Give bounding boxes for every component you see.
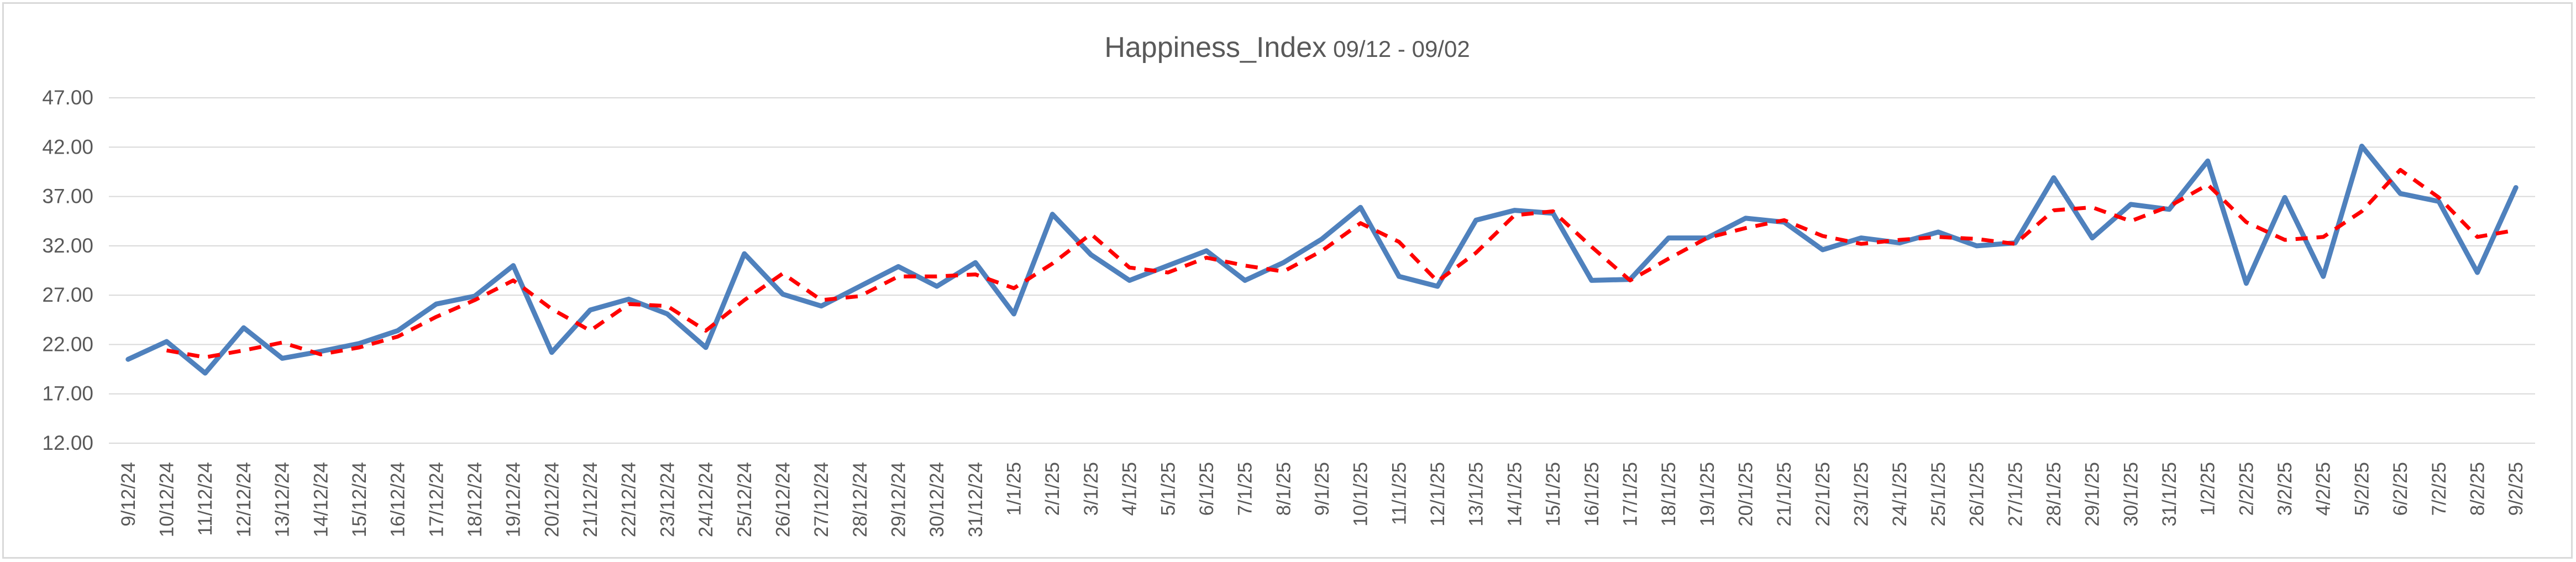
x-tick-label: 26/1/25 — [1966, 462, 1988, 527]
x-tick-label: 16/12/24 — [387, 462, 409, 537]
x-tick-label: 30/1/25 — [2120, 462, 2142, 527]
x-tick-label: 8/2/25 — [2467, 462, 2488, 516]
y-tick-label: 22.00 — [42, 333, 93, 355]
x-tick-label: 19/1/25 — [1697, 462, 1718, 527]
x-tick-label: 31/1/25 — [2159, 462, 2180, 527]
x-tick-label: 2/2/25 — [2236, 462, 2257, 516]
x-tick-label: 30/12/24 — [926, 462, 948, 537]
x-tick-label: 5/1/25 — [1157, 462, 1179, 516]
x-tick-label: 6/1/25 — [1196, 462, 1218, 516]
y-tick-label: 32.00 — [42, 234, 93, 257]
x-tick-label: 11/12/24 — [195, 462, 216, 536]
x-tick-label: 25/1/25 — [1928, 462, 1949, 527]
x-tick-label: 9/1/25 — [1311, 462, 1333, 516]
x-tick-label: 7/2/25 — [2428, 462, 2450, 516]
x-tick-label: 23/12/24 — [657, 462, 678, 537]
x-tick-label: 10/1/25 — [1350, 462, 1372, 527]
series-layer — [125, 144, 2519, 376]
x-tick-label: 27/1/25 — [2005, 462, 2026, 527]
y-tick-label: 42.00 — [42, 135, 93, 158]
x-tick-label: 2/1/25 — [1042, 462, 1063, 516]
series-line-1 — [125, 144, 2519, 376]
x-tick-label: 1/2/25 — [2197, 462, 2219, 516]
y-tick-label: 12.00 — [42, 432, 93, 454]
y-tick-label: 27.00 — [42, 283, 93, 306]
x-tick-label: 15/1/25 — [1543, 462, 1564, 527]
x-tick-label: 21/12/24 — [580, 462, 601, 537]
x-tick-label: 4/1/25 — [1119, 462, 1141, 516]
x-tick-label: 14/1/25 — [1504, 462, 1525, 527]
x-tick-label: 15/12/24 — [349, 462, 370, 537]
y-tick-label: 17.00 — [42, 382, 93, 405]
x-tick-label: 20/1/25 — [1735, 462, 1757, 527]
series-line-2 — [166, 167, 2516, 360]
x-tick-label: 25/12/24 — [734, 462, 756, 537]
x-tick-label: 10/12/24 — [156, 462, 178, 537]
x-tick-label: 8/1/25 — [1273, 462, 1294, 516]
x-tick-label: 18/1/25 — [1658, 462, 1680, 527]
x-tick-label: 3/1/25 — [1080, 462, 1102, 516]
x-tick-label: 22/1/25 — [1812, 462, 1834, 527]
x-tick-label: 12/12/24 — [233, 462, 255, 537]
x-tick-label: 29/12/24 — [888, 462, 909, 537]
y-axis-ticks: 12.00 17.00 22.00 27.00 32.00 37.00 42.00 47.00 — [42, 86, 93, 454]
x-tick-label: 24/1/25 — [1889, 462, 1911, 527]
x-tick-label: 20/12/24 — [541, 462, 563, 537]
x-tick-label: 3/2/25 — [2274, 462, 2296, 516]
x-tick-label: 7/1/25 — [1235, 462, 1256, 516]
line-chart: Happiness_Index 09/12 - 09/02 12.00 17.00 2… — [42, 31, 2535, 537]
x-tick-label: 17/12/24 — [426, 462, 447, 537]
x-tick-label: 14/12/24 — [310, 462, 332, 537]
x-tick-label: 19/12/24 — [503, 462, 524, 537]
x-tick-label: 27/12/24 — [811, 462, 832, 537]
x-tick-label: 11/1/25 — [1388, 462, 1410, 525]
x-tick-label: 26/12/24 — [772, 462, 794, 537]
x-tick-label: 29/1/25 — [2082, 462, 2103, 527]
x-tick-label: 6/2/25 — [2390, 462, 2411, 516]
x-tick-label: 1/1/25 — [1004, 462, 1025, 516]
y-tick-label: 47.00 — [42, 86, 93, 109]
x-tick-label: 21/1/25 — [1774, 462, 1795, 527]
chart-title: Happiness_Index 09/12 - 09/02 — [1104, 31, 1470, 64]
x-tick-label: 28/12/24 — [849, 462, 871, 537]
y-tick-label: 37.00 — [42, 185, 93, 208]
x-tick-label: 18/12/24 — [464, 462, 486, 537]
x-tick-label: 5/2/25 — [2351, 462, 2373, 516]
x-tick-label: 13/1/25 — [1466, 462, 1487, 527]
x-tick-label: 12/1/25 — [1427, 462, 1449, 527]
gridlines — [109, 97, 2535, 444]
x-tick-label: 13/12/24 — [272, 462, 293, 537]
x-tick-label: 16/1/25 — [1581, 462, 1603, 527]
x-tick-label: 9/12/24 — [118, 462, 139, 527]
x-tick-label: 9/2/25 — [2505, 462, 2527, 516]
x-tick-label: 31/12/24 — [965, 462, 987, 537]
x-tick-label: 24/12/24 — [695, 462, 717, 537]
x-tick-label: 23/1/25 — [1851, 462, 1872, 527]
chart-title-subtitle: 09/12 - 09/02 — [1333, 36, 1470, 62]
x-tick-label: 22/12/24 — [618, 462, 640, 537]
x-tick-label: 28/1/25 — [2043, 462, 2065, 527]
x-axis-ticks: 9/12/24 10/12/24 11/12/24 12/12/24 13/12/24 1… — [118, 462, 2527, 537]
x-tick-label: 4/2/25 — [2313, 462, 2334, 516]
x-tick-label: 17/1/25 — [1619, 462, 1641, 527]
chart-title-main: Happiness_Index — [1104, 31, 1326, 64]
